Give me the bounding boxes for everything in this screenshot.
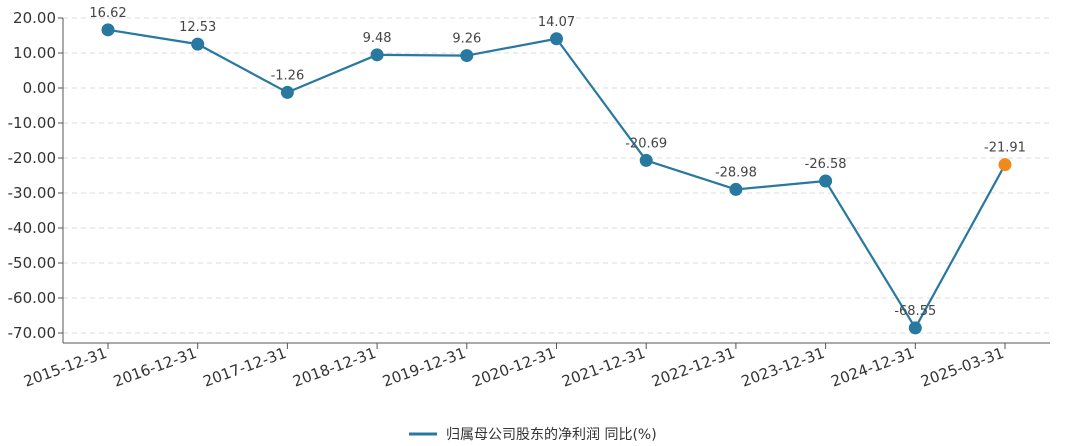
data-point[interactable]: [819, 174, 833, 188]
x-tick-label: 2015-12-31: [21, 344, 109, 391]
data-point[interactable]: [460, 49, 474, 63]
x-tick-label: 2025-03-31: [918, 344, 1006, 391]
axes: [62, 18, 1050, 344]
data-label: -68.55: [894, 304, 936, 319]
y-tick-label: -30.00: [8, 184, 56, 202]
data-labels: 16.62 12.53 -1.26 9.48 9.26 14.07 -20.69 -28.98…: [89, 6, 1026, 319]
y-tick-label: -70.00: [8, 324, 56, 342]
data-label: 16.62: [89, 6, 126, 21]
series-line: [107, 28, 1006, 330]
y-tick-label: 20.00: [13, 9, 56, 27]
y-tick-label: -50.00: [8, 254, 56, 272]
data-point[interactable]: [280, 85, 294, 99]
y-tick-label: 10.00: [13, 44, 56, 62]
y-tick-label: -10.00: [8, 114, 56, 132]
x-tick-labels: 2015-12-31 2016-12-31 2017-12-31 2018-12-31…: [21, 343, 1006, 391]
data-point[interactable]: [639, 153, 653, 167]
data-label: -28.98: [715, 165, 757, 180]
y-tick-label: -60.00: [8, 289, 56, 307]
data-point[interactable]: [191, 37, 205, 51]
x-tick-label: 2021-12-31: [559, 344, 647, 391]
x-tick-label: 2020-12-31: [470, 344, 558, 391]
x-tick-label: 2024-12-31: [829, 344, 917, 391]
y-tick-label: 0.00: [23, 79, 56, 97]
data-point[interactable]: [998, 158, 1012, 172]
data-label: -21.91: [984, 141, 1026, 156]
data-label: -20.69: [625, 136, 667, 151]
legend-label: 归属母公司股东的净利润 同比(%): [446, 426, 657, 443]
x-tick-label: 2017-12-31: [201, 344, 289, 391]
data-label: -26.58: [805, 157, 847, 172]
data-point[interactable]: [908, 321, 922, 335]
data-label: 12.53: [179, 20, 216, 35]
data-label: 9.48: [363, 31, 392, 46]
y-tick-labels: 20.00 10.00 0.00 -10.00 -20.00 -30.00 -40.00 -5…: [8, 9, 63, 342]
data-point[interactable]: [550, 32, 563, 46]
x-tick-label: 2019-12-31: [380, 344, 468, 391]
data-point[interactable]: [729, 182, 743, 196]
x-tick-label: 2016-12-31: [111, 344, 199, 391]
gridlines: [63, 17, 1050, 334]
legend[interactable]: 归属母公司股东的净利润 同比(%): [409, 426, 657, 443]
data-point[interactable]: [101, 23, 115, 37]
data-label: 9.26: [452, 32, 481, 47]
data-label: 14.07: [538, 15, 575, 30]
x-tick-label: 2023-12-31: [739, 344, 827, 391]
series: [101, 23, 1012, 335]
data-label: -1.26: [271, 68, 305, 83]
y-tick-label: -40.00: [8, 219, 56, 237]
data-point[interactable]: [370, 48, 384, 62]
x-tick-label: 2018-12-31: [290, 344, 378, 391]
x-tick-label: 2022-12-31: [649, 344, 737, 391]
y-tick-label: -20.00: [8, 149, 56, 167]
